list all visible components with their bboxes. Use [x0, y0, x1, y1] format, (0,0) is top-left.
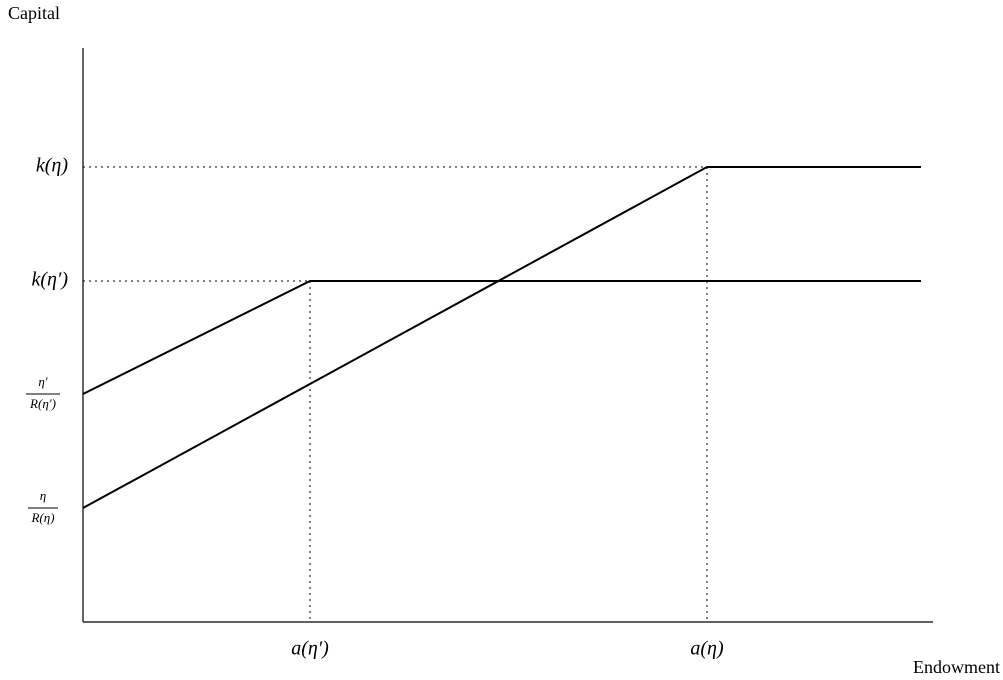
fraction-numerator: η′ — [38, 374, 47, 389]
curve-eta-prime — [82, 280, 921, 395]
x-label: a(η′) — [291, 638, 329, 660]
y-label: k(η) — [36, 155, 68, 177]
fraction-denominator: R(η) — [30, 510, 54, 525]
x-axis-title: Endowment — [913, 657, 1000, 677]
x-label: a(η) — [690, 638, 724, 660]
y-label: k(η′) — [32, 269, 69, 291]
y-axis-title: Capital — [8, 3, 60, 23]
curve-eta — [82, 166, 921, 509]
fraction-numerator: η — [40, 488, 46, 503]
fraction-denominator: R(η′) — [29, 396, 56, 411]
